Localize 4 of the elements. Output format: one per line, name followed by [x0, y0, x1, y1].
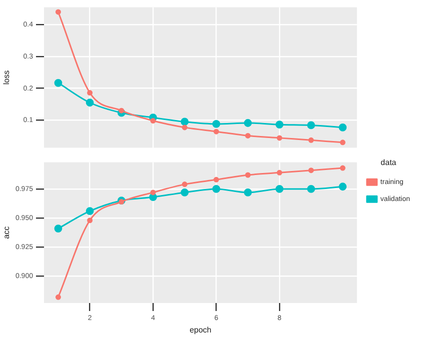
y-axis-title: loss [2, 70, 12, 85]
x-axis-title: epoch [190, 325, 212, 334]
y-axis-title: acc [2, 226, 12, 239]
legend-title: data [380, 158, 397, 168]
